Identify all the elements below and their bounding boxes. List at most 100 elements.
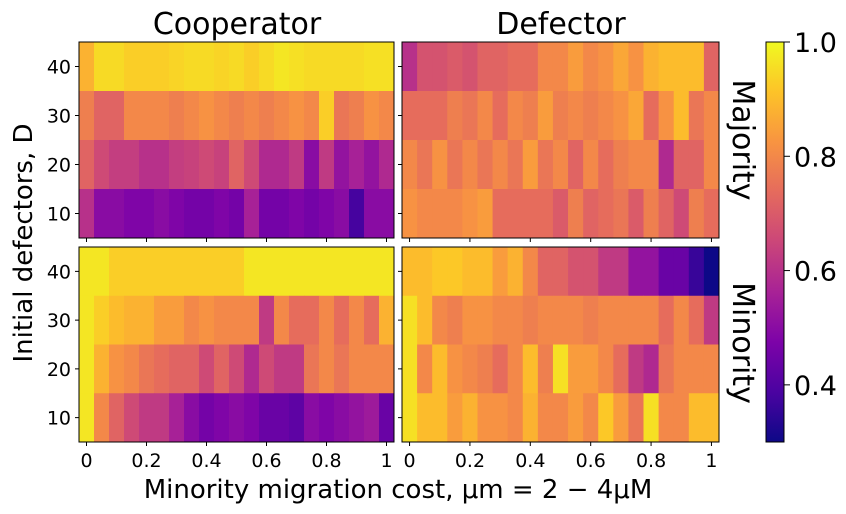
heatmap-cell (462, 189, 478, 239)
heatmap-cell (643, 393, 660, 443)
heatmap-cell (274, 393, 290, 443)
heatmap-cell (477, 247, 493, 297)
heatmap-cell (522, 295, 539, 345)
heatmap-cell (364, 344, 380, 394)
heatmap-cell (552, 295, 569, 345)
heatmap-cell (568, 393, 584, 443)
heatmap-cell (214, 140, 230, 190)
heatmap-cell (199, 189, 215, 239)
heatmap-cell (229, 393, 245, 443)
heatmap-cell (628, 393, 644, 443)
heatmap-cell (537, 42, 554, 92)
heatmap-cell (462, 295, 478, 345)
heatmap-cell (643, 91, 660, 141)
heatmap-cell (477, 295, 493, 345)
heatmap-cell (289, 393, 305, 443)
heatmap-cell (214, 42, 230, 92)
panel-majority-defector (398, 41, 720, 242)
heatmap-cell (658, 189, 675, 239)
heatmap-cell (214, 247, 230, 297)
heatmap-cell (492, 91, 509, 141)
heatmap-cell (417, 189, 433, 239)
heatmap-cell (703, 140, 720, 190)
heatmap-cell (244, 344, 260, 394)
heatmap-cell (379, 295, 395, 345)
heatmap-cell (364, 42, 380, 92)
heatmap-cell (109, 91, 125, 141)
heatmap-cell (364, 295, 380, 345)
heatmap-cell (184, 91, 200, 141)
heatmap-cell (169, 393, 185, 443)
heatmap-cell (492, 189, 509, 239)
heatmap-cell (274, 189, 290, 239)
heatmap-cell (402, 344, 418, 394)
heatmap-cell (109, 344, 125, 394)
heatmap-cell (537, 189, 554, 239)
heatmap-cell (169, 295, 185, 345)
heatmap-cell (462, 91, 478, 141)
y-tick-label: 30 (47, 106, 71, 128)
heatmap-cell (583, 295, 599, 345)
heatmap-cell (319, 393, 335, 443)
heatmap-cell (492, 344, 509, 394)
heatmap-cell (432, 140, 448, 190)
y-tick-label: 20 (47, 155, 71, 177)
heatmap-cell (364, 393, 380, 443)
heatmap-cell (492, 140, 509, 190)
y-tick-label: 10 (47, 408, 71, 430)
heatmap-cell (139, 140, 155, 190)
heatmap-cell (289, 140, 305, 190)
heatmap-cell (522, 247, 539, 297)
heatmap-cell (658, 344, 675, 394)
heatmap-cell (537, 344, 554, 394)
panel-majority-cooperator (75, 41, 395, 242)
heatmap-cell (658, 91, 675, 141)
heatmap-cell (402, 42, 418, 92)
heatmap-cell (673, 393, 690, 443)
heatmap-cell (688, 189, 705, 239)
heatmap-cell (583, 247, 599, 297)
heatmap-cell (349, 91, 365, 141)
colorbar-tick-label: 0.6 (794, 257, 837, 288)
heatmap-cell (334, 295, 350, 345)
heatmap-cell (199, 91, 215, 141)
heatmap-cell (79, 42, 95, 92)
heatmap-cell (522, 189, 539, 239)
heatmap-cell (334, 189, 350, 239)
heatmap-cell (289, 189, 305, 239)
heatmap-cell (154, 140, 170, 190)
heatmap-cell (507, 42, 524, 92)
heatmap-cell (214, 393, 230, 443)
heatmap-cell (259, 91, 275, 141)
heatmap-cell (274, 295, 290, 345)
heatmap-cell (658, 247, 675, 297)
heatmap-cell (139, 42, 155, 92)
heatmap-cell (304, 295, 320, 345)
heatmap-cell (417, 295, 433, 345)
heatmap-cell (349, 140, 365, 190)
heatmap-cell (169, 247, 185, 297)
heatmap-cell (598, 140, 614, 190)
heatmap-cell (79, 295, 95, 345)
heatmap-cell (79, 91, 95, 141)
heatmap-cell (583, 344, 599, 394)
heatmap-cell (334, 247, 350, 297)
heatmap-cell (139, 393, 155, 443)
x-tick-label: 1 (705, 450, 717, 472)
heatmap-cell (583, 91, 599, 141)
heatmap-cell (537, 91, 554, 141)
heatmap-cell (492, 295, 509, 345)
heatmap-cell (402, 189, 418, 239)
heatmap-cell (628, 295, 644, 345)
heatmap-cell (522, 140, 539, 190)
heatmap-cell (379, 42, 395, 92)
heatmap-cell (289, 247, 305, 297)
heatmap-cell (417, 247, 433, 297)
heatmap-cell (477, 189, 493, 239)
heatmap-cell (568, 344, 584, 394)
heatmap-cell (628, 42, 644, 92)
heatmap-cell (229, 140, 245, 190)
heatmap-cell (643, 140, 660, 190)
heatmap-cell (417, 91, 433, 141)
heatmap-cell (703, 189, 720, 239)
